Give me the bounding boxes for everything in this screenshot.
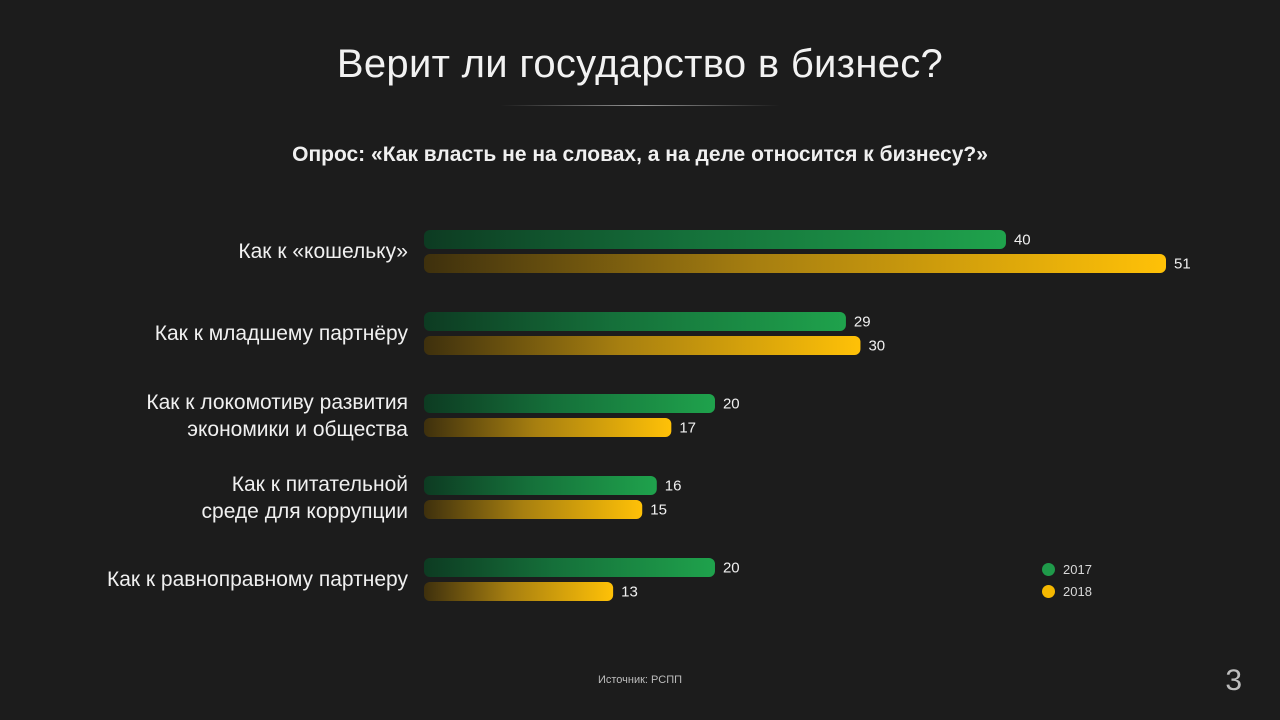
category-label-line: Как к равноправному партнеру <box>106 568 408 591</box>
legend-swatch-2017 <box>1042 563 1055 576</box>
bar-2017 <box>424 476 657 495</box>
category-label: Как к равноправному партнеру <box>28 566 408 593</box>
bar-2017 <box>424 312 846 331</box>
data-label: 13 <box>621 584 638 601</box>
legend-swatch-2018 <box>1042 585 1055 598</box>
bar-2018 <box>424 336 861 355</box>
category-label-line: Как к локомотиву развития <box>146 390 408 414</box>
bar-2018 <box>424 418 672 437</box>
chart-title: Верит ли государство в бизнес? <box>336 42 944 86</box>
bar-2017 <box>424 230 1006 249</box>
data-label: 30 <box>868 338 885 355</box>
chart-subtitle: Опрос: «Как власть не на словах, а на де… <box>292 143 988 166</box>
data-label: 20 <box>723 560 740 577</box>
data-label: 29 <box>854 314 871 331</box>
category-label: Как к младшему партнёру <box>28 320 408 347</box>
data-label: 15 <box>650 502 667 519</box>
bar-2017 <box>424 558 715 577</box>
category-label-line: экономики и общества <box>187 417 408 441</box>
bar-2018 <box>424 500 643 519</box>
data-label: 40 <box>1014 232 1031 249</box>
category-label-line: среде для коррупции <box>201 499 408 523</box>
legend-label-2017: 2017 <box>1063 562 1092 577</box>
category-label: Как к локомотиву развития экономики и общ… <box>28 389 408 443</box>
data-label: 17 <box>679 420 696 437</box>
title-divider <box>500 105 780 106</box>
page-number: 3 <box>1225 664 1242 697</box>
bar-2018 <box>424 254 1166 273</box>
data-label: 51 <box>1174 256 1191 273</box>
source-note: Источник: РСПП <box>597 674 683 686</box>
data-label: 16 <box>665 478 682 495</box>
bar-2017 <box>424 394 715 413</box>
bar-2018 <box>424 582 614 601</box>
data-label: 20 <box>723 396 740 413</box>
category-label-line: Как к питательной <box>231 472 408 496</box>
category-label: Как к питательной среде для коррупции <box>28 471 408 525</box>
category-label-line: Как к младшему партнёру <box>154 322 408 345</box>
category-label-line: Как к «кошельку» <box>238 240 408 263</box>
category-label: Как к «кошельку» <box>28 238 408 265</box>
legend-label-2018: 2018 <box>1063 584 1092 599</box>
